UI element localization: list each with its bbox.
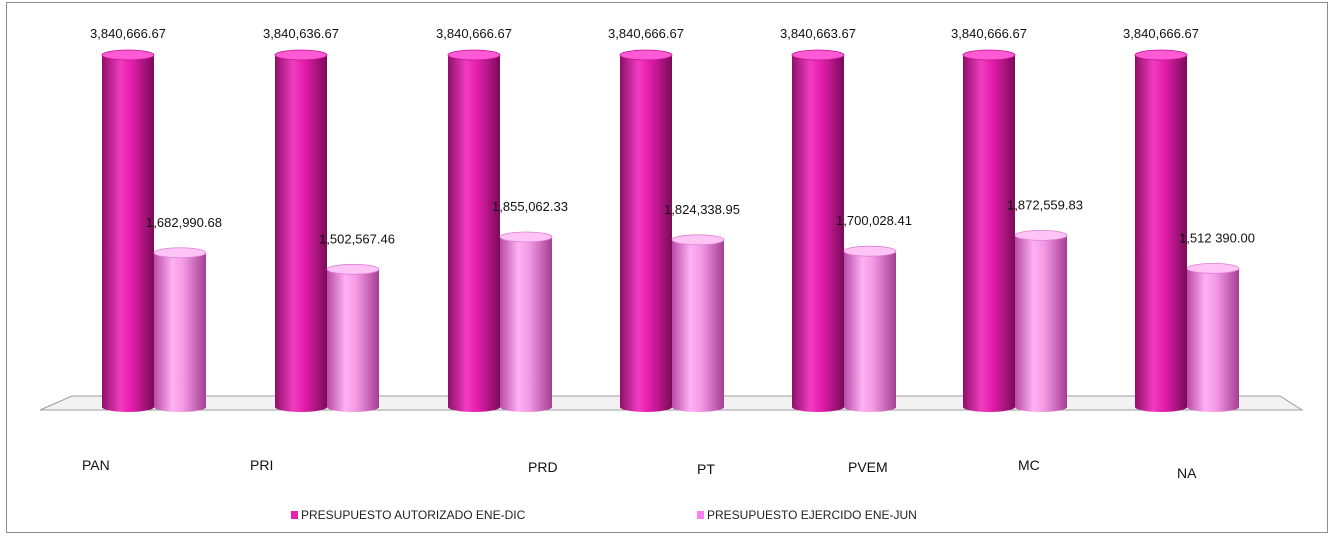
value-label: 3,840,666.67 — [436, 26, 512, 41]
bar-prd-series-1 — [447, 49, 501, 412]
value-label: 3,840,666.67 — [1123, 26, 1199, 41]
category-label-mc: MC — [1018, 457, 1040, 473]
value-label: 3,840,663.67 — [780, 26, 856, 41]
bar-pt-series-2 — [671, 234, 725, 412]
value-label: 1,855,062.33 — [492, 199, 568, 214]
legend-item-1: PRESUPUESTO AUTORIZADO ENE-DIC — [291, 508, 526, 522]
bar-pan-series-2 — [153, 247, 207, 412]
category-label-pan: PAN — [82, 457, 110, 473]
value-labels: 3,840,666.67 3,840,636.67 3,840,666.67 3,84… — [90, 26, 1255, 246]
legend-label: PRESUPUESTO AUTORIZADO ENE-DIC — [301, 508, 526, 522]
category-label-pt: PT — [697, 461, 715, 477]
category-label-pri: PRI — [250, 457, 273, 473]
value-label: 3,840,636.67 — [263, 26, 339, 41]
category-label-prd: PRD — [528, 459, 558, 475]
bar-mc-series-2 — [1014, 229, 1068, 412]
bar-prd-series-2 — [499, 231, 553, 412]
value-label: 1,872,559.83 — [1007, 197, 1083, 212]
bar-mc-series-1 — [962, 49, 1016, 412]
category-label-na: NA — [1177, 465, 1197, 481]
bars-group — [101, 49, 1240, 412]
category-labels: PAN PRI PRD PT PVEM MC NA — [82, 457, 1197, 481]
legend-swatch — [291, 511, 298, 519]
bar-pvem-series-1 — [791, 49, 845, 412]
value-label: 3,840,666.67 — [90, 26, 166, 41]
bar-pvem-series-2 — [843, 245, 897, 412]
value-label: 1,824,338.95 — [664, 202, 740, 217]
bar-pri-series-2 — [326, 263, 380, 412]
value-label: 1,512 390.00 — [1179, 230, 1255, 245]
bar-pri-series-1 — [274, 49, 328, 412]
legend: PRESUPUESTO AUTORIZADO ENE-DIC PRESUPUEST… — [291, 508, 917, 522]
legend-label: PRESUPUESTO EJERCIDO ENE-JUN — [707, 508, 917, 522]
value-label: 3,840,666.67 — [951, 26, 1027, 41]
value-label: 1,502,567.46 — [319, 231, 395, 246]
bar-pan-series-1 — [101, 49, 155, 412]
bar-na-series-1 — [1134, 49, 1188, 412]
category-label-pvem: PVEM — [848, 459, 888, 475]
value-label: 3,840,666.67 — [608, 26, 684, 41]
value-label: 1,682,990.68 — [146, 215, 222, 230]
legend-item-2: PRESUPUESTO EJERCIDO ENE-JUN — [697, 508, 917, 522]
bar-pt-series-1 — [619, 49, 673, 412]
bar-na-series-2 — [1186, 262, 1240, 412]
legend-swatch — [697, 511, 704, 519]
value-label: 1,700,028.41 — [836, 213, 912, 228]
